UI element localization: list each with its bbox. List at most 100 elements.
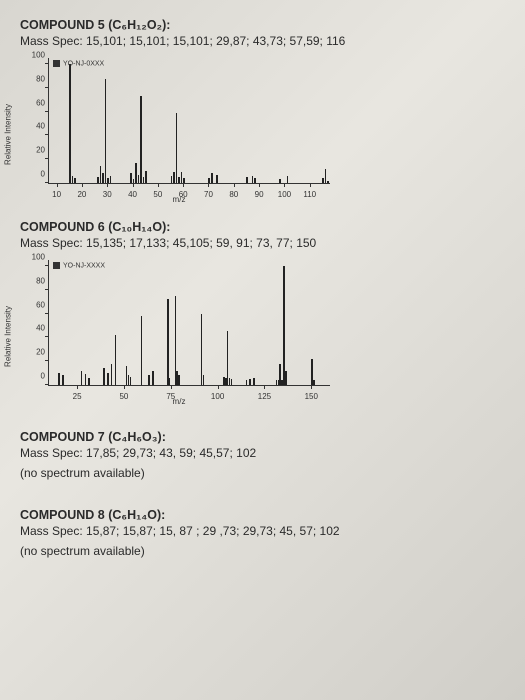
peak	[249, 379, 251, 385]
xtick-label: 50	[153, 190, 162, 199]
peak	[148, 375, 150, 385]
compound-5-title: COMPOUND 5 (C₆H₁₂O₂):	[20, 18, 505, 32]
xtick	[234, 183, 235, 187]
ytick	[45, 87, 49, 88]
peak	[130, 377, 132, 385]
peak	[58, 373, 60, 385]
chart-5-ylabel: Relative Intensity	[4, 104, 13, 165]
ytick-label: 80	[27, 74, 45, 83]
compound-8-block: COMPOUND 8 (C₆H₁₄O): Mass Spec: 15,87; 1…	[20, 508, 505, 558]
compound-8-note: (no spectrum available)	[20, 544, 505, 558]
xtick-label: 70	[204, 190, 213, 199]
peak	[173, 172, 175, 183]
xtick	[133, 183, 134, 187]
peak	[102, 173, 104, 183]
xtick-label: 150	[305, 392, 318, 401]
peak	[88, 378, 90, 385]
compound-7-block: COMPOUND 7 (C₄H₆O₃): Mass Spec: 17,85; 2…	[20, 430, 505, 480]
ytick-label: 40	[27, 122, 45, 131]
ytick-label: 0	[27, 170, 45, 179]
compound-6-chart: Relative Intensity YO-NJ-XXXX 0204060801…	[24, 256, 334, 408]
ytick	[45, 182, 49, 183]
peak	[100, 166, 102, 183]
peak	[97, 177, 99, 183]
peak	[211, 173, 213, 183]
xtick	[311, 385, 312, 389]
compound-8-massspec: Mass Spec: 15,87; 15,87; 15, 87 ; 29 ,73…	[20, 524, 505, 538]
xtick	[310, 183, 311, 187]
xtick	[57, 183, 58, 187]
xtick-label: 125	[258, 392, 271, 401]
xtick	[218, 385, 219, 389]
peak	[183, 178, 185, 183]
xtick-label: 90	[255, 190, 264, 199]
peak	[322, 178, 324, 183]
xtick-label: 100	[278, 190, 291, 199]
ytick-label: 0	[27, 372, 45, 381]
peak	[327, 181, 329, 183]
peak	[140, 96, 142, 183]
compound-5-chart: Relative Intensity YO-NJ-0XXX 0204060801…	[24, 54, 334, 206]
peak	[216, 175, 218, 183]
chart-6-xlabel: m/z	[173, 397, 186, 406]
chart-5-plot: YO-NJ-0XXX 02040608010010203040506070809…	[48, 58, 330, 184]
peak	[145, 171, 147, 183]
peak	[103, 368, 105, 385]
peak	[325, 169, 327, 183]
peak	[201, 314, 203, 385]
peak	[252, 176, 254, 183]
peak	[62, 375, 64, 385]
ytick	[45, 289, 49, 290]
xtick	[264, 385, 265, 389]
ytick	[45, 360, 49, 361]
compound-7-massspec: Mass Spec: 17,85; 29,73; 43, 59; 45,57; …	[20, 446, 505, 460]
xtick	[183, 183, 184, 187]
peak	[285, 371, 287, 385]
xtick-label: 25	[73, 392, 82, 401]
peak	[181, 172, 183, 183]
peak	[246, 177, 248, 183]
peak	[107, 373, 109, 385]
ytick	[45, 134, 49, 135]
ytick	[45, 313, 49, 314]
peak	[152, 371, 154, 385]
xtick	[107, 183, 108, 187]
xtick	[158, 183, 159, 187]
peak	[169, 378, 171, 385]
peak	[178, 177, 180, 183]
peak	[115, 335, 117, 385]
peak	[246, 380, 248, 385]
compound-5-block: COMPOUND 5 (C₆H₁₂O₂): Mass Spec: 15,101;…	[20, 18, 505, 206]
ytick-label: 60	[27, 300, 45, 309]
peak	[287, 176, 289, 183]
ytick	[45, 384, 49, 385]
peak	[133, 179, 135, 183]
compound-5-massspec: Mass Spec: 15,101; 15,101; 15,101; 29,87…	[20, 34, 505, 48]
xtick	[284, 183, 285, 187]
compound-8-title: COMPOUND 8 (C₆H₁₄O):	[20, 508, 505, 522]
peak	[171, 176, 173, 183]
chart-6-legend: YO-NJ-XXXX	[53, 262, 105, 269]
peak	[85, 374, 87, 385]
xtick-label: 100	[211, 392, 224, 401]
ytick	[45, 158, 49, 159]
ytick	[45, 336, 49, 337]
chart-5-xlabel: m/z	[173, 195, 186, 204]
chart-6-plot: YO-NJ-XXXX 020406080100255075100125150	[48, 260, 330, 386]
xtick-label: 40	[128, 190, 137, 199]
peak	[138, 175, 140, 183]
xtick-label: 10	[52, 190, 61, 199]
xtick	[77, 385, 78, 389]
peak	[253, 378, 255, 385]
peak	[107, 178, 109, 183]
peak	[208, 178, 210, 183]
compound-7-title: COMPOUND 7 (C₄H₆O₃):	[20, 430, 505, 444]
peak	[283, 266, 285, 385]
ytick-label: 20	[27, 348, 45, 357]
peak	[176, 113, 178, 183]
ytick	[45, 63, 49, 64]
ytick-label: 60	[27, 98, 45, 107]
peak	[81, 371, 83, 385]
peak	[110, 176, 112, 183]
xtick	[124, 385, 125, 389]
